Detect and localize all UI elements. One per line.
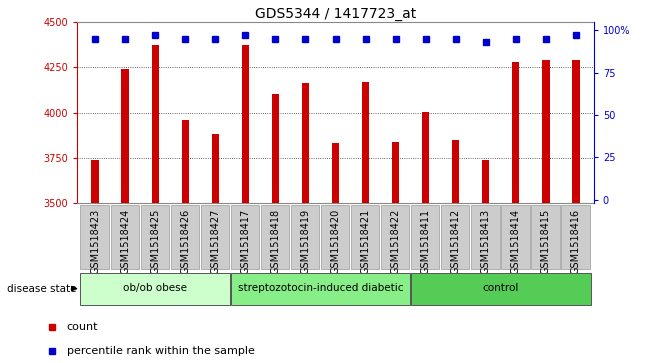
Text: count: count	[67, 322, 98, 332]
Bar	[392, 142, 399, 203]
FancyBboxPatch shape	[501, 205, 529, 269]
Bar	[152, 45, 159, 203]
Text: GSM1518423: GSM1518423	[90, 209, 100, 274]
Text: GSM1518424: GSM1518424	[120, 209, 130, 274]
Bar	[512, 62, 519, 203]
Text: GSM1518422: GSM1518422	[391, 209, 401, 274]
FancyBboxPatch shape	[140, 205, 169, 269]
Text: GSM1518416: GSM1518416	[571, 209, 581, 274]
FancyBboxPatch shape	[291, 205, 319, 269]
Bar	[572, 60, 580, 203]
FancyBboxPatch shape	[81, 205, 109, 269]
FancyBboxPatch shape	[201, 205, 229, 269]
FancyBboxPatch shape	[411, 273, 590, 305]
Bar	[542, 60, 550, 203]
Bar	[211, 134, 219, 203]
FancyBboxPatch shape	[170, 205, 199, 269]
Bar	[482, 160, 489, 203]
FancyBboxPatch shape	[411, 205, 440, 269]
FancyBboxPatch shape	[561, 205, 590, 269]
Text: GSM1518411: GSM1518411	[421, 209, 431, 274]
FancyBboxPatch shape	[531, 205, 560, 269]
FancyBboxPatch shape	[351, 205, 379, 269]
Text: disease state: disease state	[7, 284, 76, 294]
Bar	[182, 120, 189, 203]
Text: GSM1518413: GSM1518413	[480, 209, 491, 274]
FancyBboxPatch shape	[381, 205, 409, 269]
FancyBboxPatch shape	[111, 205, 139, 269]
FancyBboxPatch shape	[261, 205, 289, 269]
Bar	[242, 45, 249, 203]
Bar	[331, 143, 340, 203]
Bar	[121, 69, 129, 203]
FancyBboxPatch shape	[471, 205, 499, 269]
Bar	[302, 83, 309, 203]
Text: GSM1518426: GSM1518426	[180, 209, 191, 274]
Text: streptozotocin-induced diabetic: streptozotocin-induced diabetic	[238, 283, 403, 293]
Bar	[91, 160, 99, 203]
Bar	[452, 140, 460, 203]
Text: GSM1518412: GSM1518412	[451, 209, 461, 274]
Title: GDS5344 / 1417723_at: GDS5344 / 1417723_at	[255, 7, 416, 21]
FancyBboxPatch shape	[231, 273, 410, 305]
FancyBboxPatch shape	[231, 205, 259, 269]
Text: GSM1518418: GSM1518418	[270, 209, 280, 274]
FancyBboxPatch shape	[321, 205, 350, 269]
Bar	[422, 112, 429, 203]
Text: GSM1518421: GSM1518421	[360, 209, 370, 274]
Text: ob/ob obese: ob/ob obese	[123, 283, 187, 293]
FancyBboxPatch shape	[81, 273, 230, 305]
Bar	[362, 82, 369, 203]
Text: GSM1518419: GSM1518419	[301, 209, 311, 274]
Text: GSM1518417: GSM1518417	[240, 209, 250, 274]
Text: GSM1518425: GSM1518425	[150, 209, 160, 274]
Text: control: control	[482, 283, 519, 293]
Text: GSM1518420: GSM1518420	[331, 209, 340, 274]
Text: percentile rank within the sample: percentile rank within the sample	[67, 346, 254, 356]
Bar	[272, 94, 279, 203]
Text: GSM1518427: GSM1518427	[210, 209, 220, 274]
Text: GSM1518415: GSM1518415	[541, 209, 551, 274]
FancyBboxPatch shape	[441, 205, 470, 269]
Text: GSM1518414: GSM1518414	[511, 209, 521, 274]
